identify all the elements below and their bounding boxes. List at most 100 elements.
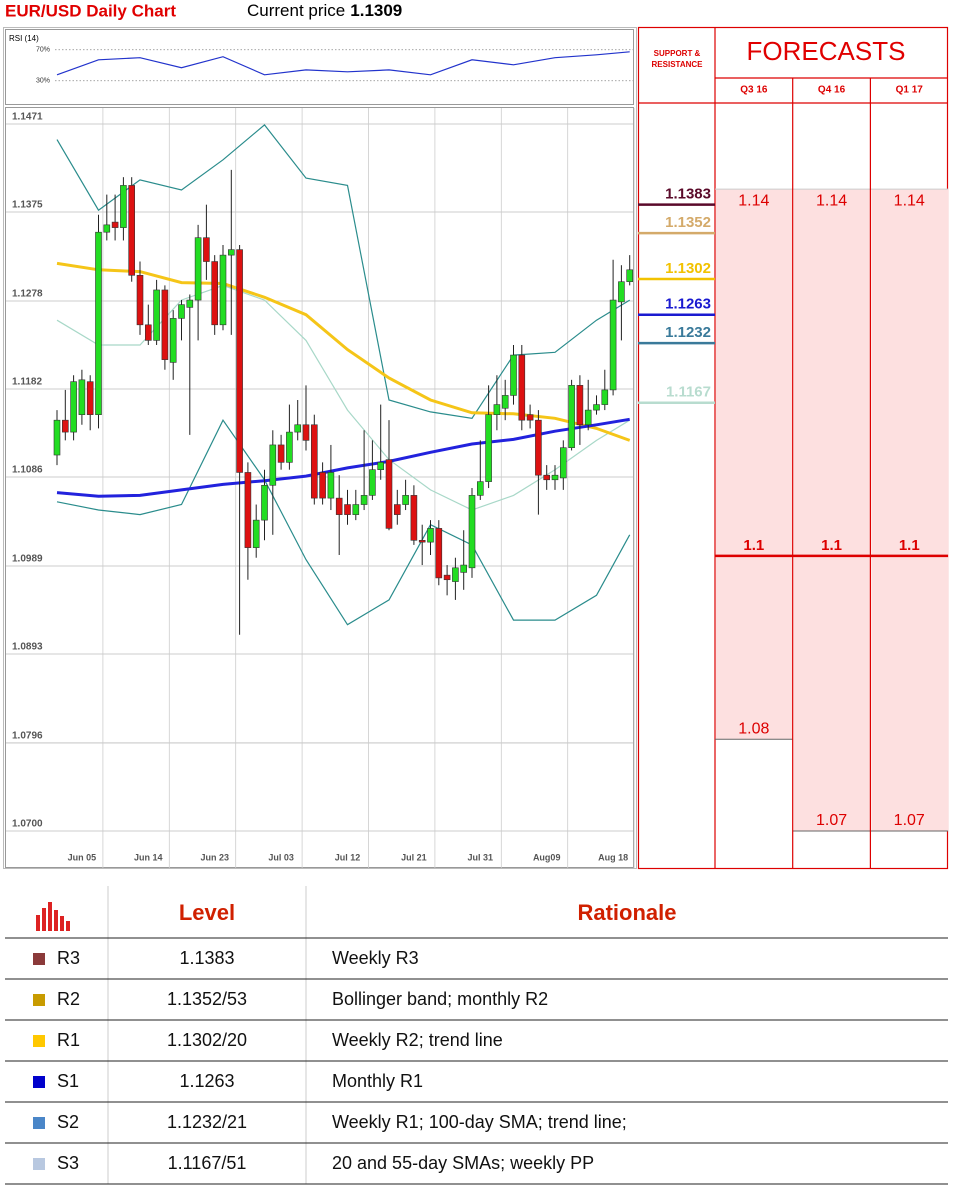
overlay-line bbox=[56, 419, 631, 626]
forecast-range bbox=[871, 189, 949, 831]
forecast-period: Q3 16 bbox=[740, 85, 768, 96]
row-rationale: Bollinger band; monthly R2 bbox=[332, 989, 548, 1009]
rsi-tick-label: 70% bbox=[36, 47, 50, 54]
candle-body bbox=[61, 419, 69, 433]
row-name: S3 bbox=[57, 1153, 79, 1173]
rsi-title: RSI (14) bbox=[9, 34, 39, 43]
candle-body bbox=[452, 567, 459, 582]
candle-body bbox=[169, 318, 177, 363]
x-tick-label: Jul 12 bbox=[335, 852, 361, 862]
candle-body bbox=[518, 354, 526, 421]
candle-body bbox=[559, 447, 567, 479]
candle-body bbox=[402, 495, 409, 505]
table-header: Rationale bbox=[577, 900, 676, 925]
candle-body bbox=[286, 431, 293, 463]
candle-body bbox=[369, 469, 376, 496]
row-swatch bbox=[33, 1117, 45, 1129]
rsi-panel bbox=[5, 29, 634, 105]
candle-body bbox=[468, 495, 476, 569]
candle-body bbox=[211, 261, 218, 326]
candle-body bbox=[593, 404, 600, 411]
row-name: S1 bbox=[57, 1071, 79, 1091]
table-header: Level bbox=[179, 900, 235, 925]
y-tick-label: 1.1182 bbox=[12, 377, 42, 388]
x-tick-label: Jun 05 bbox=[68, 852, 97, 862]
row-name: R1 bbox=[57, 1030, 80, 1050]
candle-body bbox=[385, 459, 393, 529]
row-swatch bbox=[33, 953, 45, 965]
forecast-mid-label: 1.1 bbox=[899, 537, 920, 554]
candle-body bbox=[136, 274, 144, 326]
forecast-range bbox=[716, 189, 793, 740]
candle-body bbox=[86, 381, 94, 415]
row-rationale: Weekly R2; trend line bbox=[332, 1030, 503, 1050]
candle-body bbox=[95, 231, 102, 415]
candle-body bbox=[418, 540, 426, 543]
candle-body bbox=[377, 462, 385, 470]
candle-body bbox=[203, 237, 210, 262]
candle-body bbox=[526, 414, 534, 421]
candle-body bbox=[186, 299, 194, 308]
row-rationale: Monthly R1 bbox=[332, 1071, 423, 1091]
candle-body bbox=[219, 254, 227, 326]
y-tick-label: 1.1086 bbox=[12, 465, 43, 476]
candle-body bbox=[53, 419, 61, 456]
candle-body bbox=[501, 395, 509, 409]
candle-body bbox=[626, 269, 634, 283]
candle-body bbox=[244, 472, 252, 548]
candle-body bbox=[236, 249, 243, 473]
forecast-high-label: 1.14 bbox=[738, 192, 769, 209]
row-level: 1.1232/21 bbox=[167, 1112, 247, 1132]
level-label: 1.1383 bbox=[665, 186, 711, 203]
level-label: 1.1263 bbox=[665, 296, 711, 313]
table-icon bbox=[36, 902, 70, 931]
candle-body bbox=[228, 249, 235, 256]
candle-body bbox=[145, 324, 152, 341]
forecast-low-label: 1.08 bbox=[738, 721, 769, 738]
row-swatch bbox=[33, 1035, 45, 1047]
candle-body bbox=[194, 237, 202, 301]
candle-body bbox=[618, 281, 625, 303]
row-rationale: 20 and 55-day SMAs; weekly PP bbox=[332, 1153, 594, 1173]
candle-body bbox=[360, 495, 368, 505]
candle-body bbox=[576, 385, 584, 426]
price-value: 1.1309 bbox=[350, 1, 402, 20]
y-tick-label: 1.0700 bbox=[12, 819, 43, 830]
chart-frame bbox=[3, 27, 637, 869]
row-name: S2 bbox=[57, 1112, 79, 1132]
forecast-high-label: 1.14 bbox=[894, 192, 925, 209]
y-tick-label: 1.1375 bbox=[12, 200, 43, 211]
candle-body bbox=[319, 472, 326, 499]
candle-body bbox=[435, 528, 443, 579]
candle-body bbox=[609, 299, 617, 391]
price-label: Current price bbox=[247, 1, 345, 20]
icon-bar bbox=[36, 915, 40, 931]
row-name: R3 bbox=[57, 948, 80, 968]
candle-body bbox=[393, 504, 401, 515]
x-tick-label: Aug09 bbox=[533, 852, 561, 862]
forecast-period: Q4 16 bbox=[818, 85, 846, 96]
candle-body bbox=[427, 528, 434, 543]
candle-body bbox=[344, 504, 351, 515]
row-rationale: Weekly R3 bbox=[332, 948, 419, 968]
price-line: Current price 1.1309 bbox=[247, 1, 402, 20]
candle-body bbox=[543, 474, 551, 481]
candle-body bbox=[310, 424, 318, 499]
row-swatch bbox=[33, 1076, 45, 1088]
row-level: 1.1352/53 bbox=[167, 989, 247, 1009]
forecast-range bbox=[793, 189, 871, 831]
candle-body bbox=[78, 379, 86, 415]
icon-bar bbox=[60, 916, 64, 931]
candle-body bbox=[410, 495, 418, 541]
x-tick-label: Jun 23 bbox=[200, 852, 229, 862]
candle-body bbox=[443, 574, 451, 581]
overlay-line bbox=[56, 124, 631, 419]
candle-body bbox=[601, 389, 609, 405]
row-level: 1.1167/51 bbox=[168, 1153, 247, 1173]
row-level: 1.1263 bbox=[179, 1071, 234, 1091]
candle-body bbox=[584, 409, 592, 426]
candle-body bbox=[294, 424, 302, 433]
forecast-mid-label: 1.1 bbox=[821, 537, 842, 554]
chart-title: EUR/USD Daily Chart bbox=[5, 1, 176, 20]
candle-body bbox=[269, 444, 277, 486]
